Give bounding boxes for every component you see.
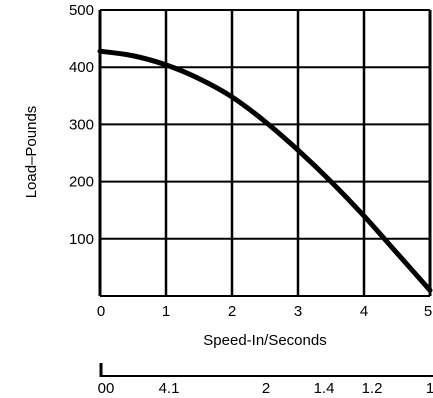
secondary-axis: 00 4.1 2 1.4 1.2 1: [98, 363, 433, 397]
x-tick-label-5: 5: [424, 303, 432, 320]
x-tick-label-3: 3: [294, 303, 302, 320]
x-tick-labels: 0 1 2 3 4 5: [97, 303, 432, 320]
secondary-tick-label-5: 1: [426, 380, 433, 397]
y-tick-labels: 100 200 300 400 500: [69, 2, 94, 248]
secondary-tick-label-0: 00: [98, 380, 115, 397]
x-tick-label-1: 1: [162, 303, 170, 320]
x-tick-label-4: 4: [360, 303, 368, 320]
load-speed-curve: [97, 48, 433, 293]
y-tick-label-3: 400: [69, 59, 94, 76]
x-tick-label-0: 0: [97, 303, 105, 320]
y-axis-label: Load–Pounds: [23, 106, 40, 199]
plot-background: [100, 10, 430, 296]
y-tick-label-0: 100: [69, 231, 94, 248]
secondary-tick-label-2: 2: [262, 380, 270, 397]
y-tick-label-2: 300: [69, 116, 94, 133]
y-tick-label-4: 500: [69, 2, 94, 19]
grid-lines: [98, 9, 432, 297]
secondary-tick-label-1: 4.1: [159, 380, 180, 397]
x-tick-label-2: 2: [228, 303, 236, 320]
secondary-tick-label-4: 1.2: [362, 380, 383, 397]
y-tick-label-1: 200: [69, 174, 94, 191]
x-axis-label: Speed-In/Seconds: [203, 332, 326, 349]
secondary-tick-label-3: 1.4: [314, 380, 335, 397]
